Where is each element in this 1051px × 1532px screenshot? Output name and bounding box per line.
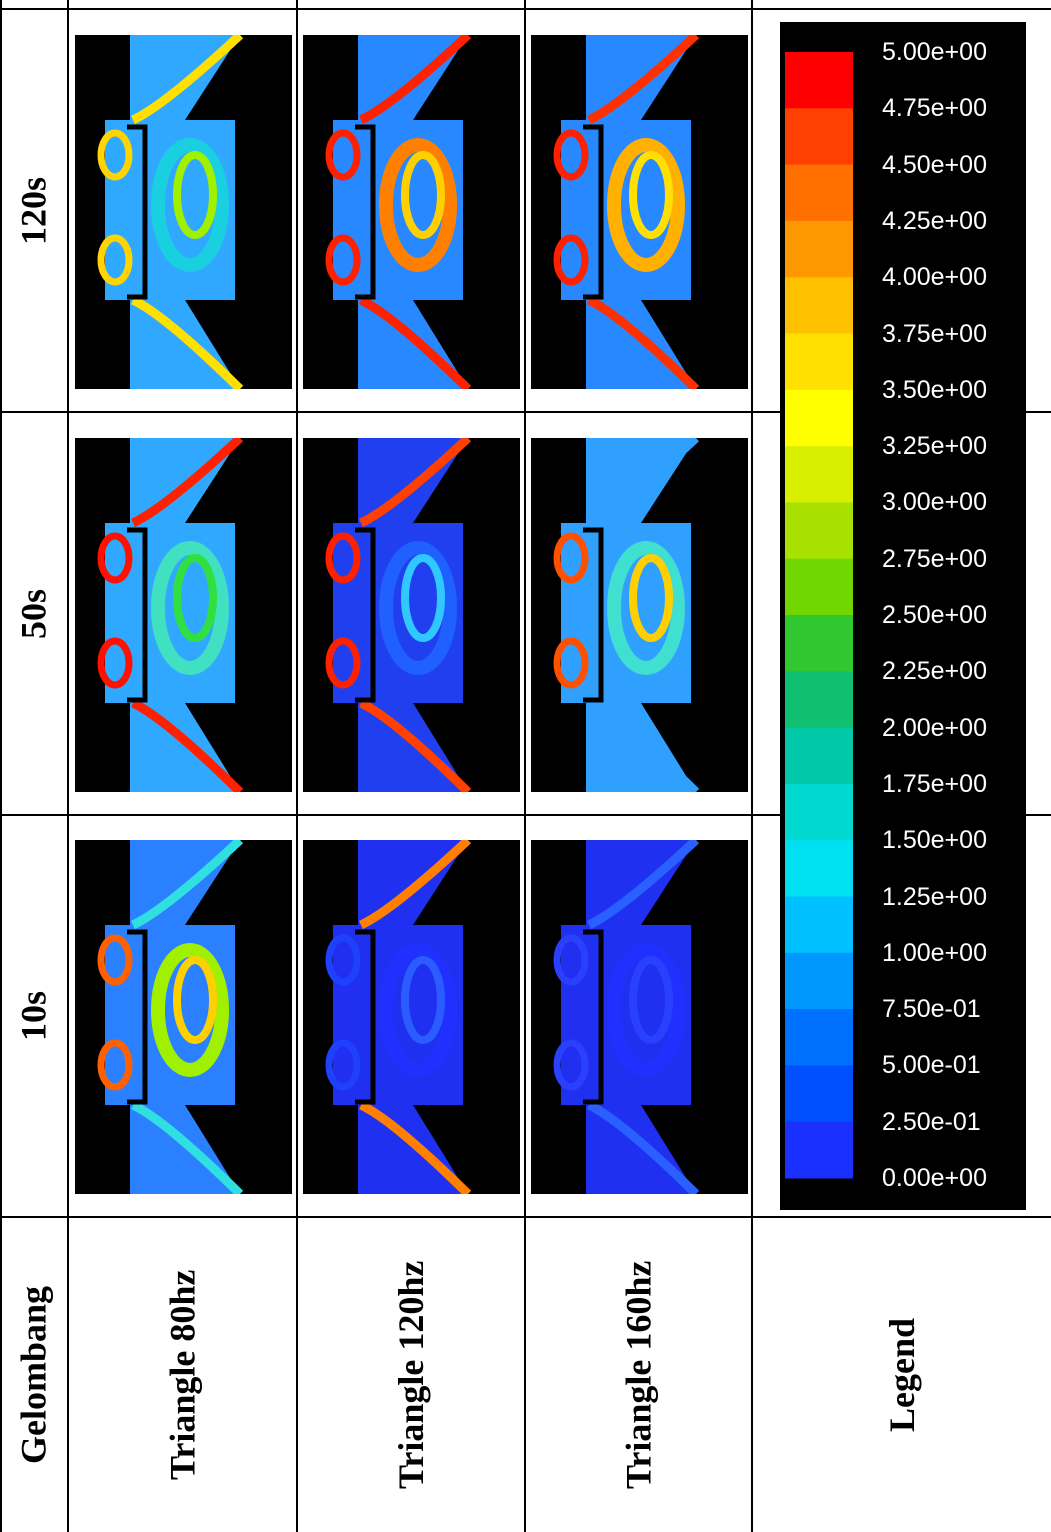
column-label: Gelombang — [0, 1218, 67, 1532]
color-block — [785, 165, 853, 222]
legend-label: 4.25e+00 — [882, 207, 987, 235]
legend-label: 2.25e+00 — [882, 657, 987, 685]
color-block — [785, 559, 853, 616]
legend-label: 1.50e+00 — [882, 826, 987, 854]
color-block — [785, 897, 853, 954]
legend-label: 3.50e+00 — [882, 376, 987, 404]
legend-label: 5.00e-01 — [882, 1051, 981, 1079]
legend-label: 0.00e+00 — [882, 1164, 987, 1192]
legend: 5.00e+00 4.75e+00 4.50e+00 4.25e+00 4.00e+00… — [780, 22, 1026, 1210]
legend-label: 4.75e+00 — [882, 94, 987, 122]
color-block — [785, 1065, 853, 1122]
color-block — [785, 615, 853, 672]
color-block — [785, 52, 853, 109]
contour-image — [303, 438, 520, 792]
color-block — [785, 221, 853, 278]
color-block — [785, 334, 853, 391]
color-block — [785, 446, 853, 503]
contour-image — [531, 438, 748, 792]
color-block — [785, 108, 853, 165]
legend-label: 1.25e+00 — [882, 883, 987, 911]
contour-image — [531, 35, 748, 389]
legend-label: 7.50e-01 — [882, 995, 981, 1023]
legend-label: 4.00e+00 — [882, 263, 987, 291]
color-block — [785, 784, 853, 841]
row-label: 10s — [0, 816, 67, 1216]
legend-label: 2.50e+00 — [882, 601, 987, 629]
color-block — [785, 1122, 853, 1179]
legend-label: 3.75e+00 — [882, 320, 987, 348]
color-block — [785, 1009, 853, 1066]
row-label: 50s — [0, 413, 67, 814]
legend-label: 3.00e+00 — [882, 488, 987, 516]
contour-image — [303, 35, 520, 389]
border — [0, 8, 1051, 10]
column-label: Triangle 120hz — [298, 1218, 524, 1532]
column-label: Triangle 80hz — [69, 1218, 296, 1532]
contour-image — [531, 840, 748, 1194]
column-label: Legend — [753, 1218, 1051, 1532]
page: 120s 50s 10s Gelombang Triangle 80hz Tri… — [0, 0, 1051, 1532]
legend-label: 5.00e+00 — [882, 38, 987, 66]
legend-label: 3.25e+00 — [882, 432, 987, 460]
legend-label: 2.50e-01 — [882, 1108, 981, 1136]
column-label: Triangle 160hz — [526, 1218, 751, 1532]
legend-label: 2.00e+00 — [882, 714, 987, 742]
legend-label: 1.00e+00 — [882, 939, 987, 967]
legend-label: 4.50e+00 — [882, 151, 987, 179]
color-block — [785, 840, 853, 897]
color-block — [785, 502, 853, 559]
color-block — [785, 671, 853, 728]
color-block — [785, 390, 853, 447]
contour-image — [75, 35, 292, 389]
contour-image — [75, 840, 292, 1194]
color-block — [785, 953, 853, 1010]
legend-label: 1.75e+00 — [882, 770, 987, 798]
color-block — [785, 728, 853, 785]
legend-label: 2.75e+00 — [882, 545, 987, 573]
color-block — [785, 277, 853, 334]
contour-image — [303, 840, 520, 1194]
row-label: 120s — [0, 10, 67, 411]
color-bar — [785, 22, 855, 1210]
contour-image — [75, 438, 292, 792]
